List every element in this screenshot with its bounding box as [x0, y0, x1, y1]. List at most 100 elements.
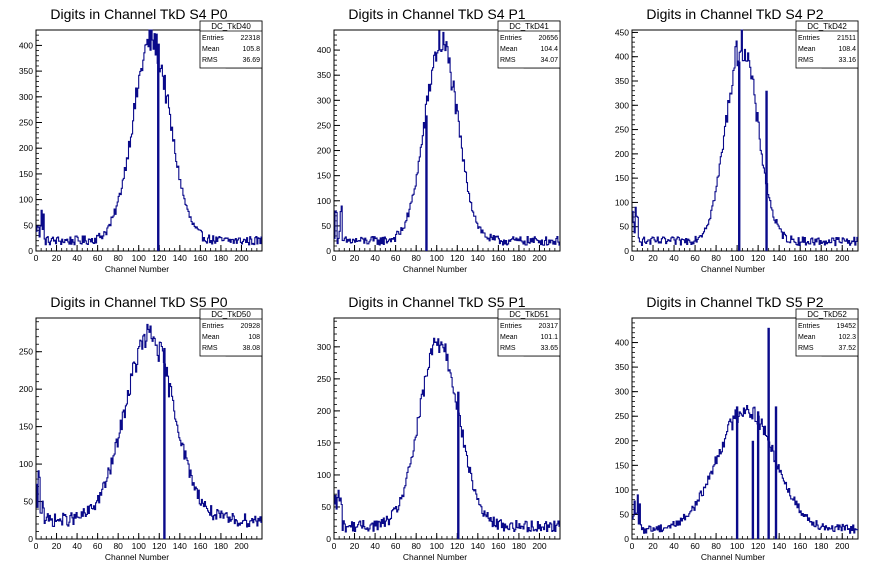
histogram-spike: [457, 391, 460, 539]
y-tick-label: 100: [615, 485, 629, 495]
stats-box: [199, 20, 263, 69]
stats-value-rms: 33.65: [540, 345, 558, 352]
y-zero-label: 0: [326, 534, 331, 544]
stats-box: [795, 20, 859, 69]
y-tick-label: 50: [620, 509, 630, 519]
histogram-panel-3: Digits in Channel TkD S5 P0 0 20 40 60 80 100 1…: [19, 294, 263, 562]
x-tick-label: 0: [34, 253, 39, 263]
chart-title: Digits in Channel TkD S5 P0: [50, 294, 227, 310]
x-tick-label: 200: [532, 541, 546, 551]
y-tick-label: 200: [19, 384, 33, 394]
stats-name: DC_TkD42: [807, 22, 847, 31]
y-zero-label: 0: [28, 534, 33, 544]
histogram-spike: [751, 440, 755, 539]
x-tick-label: 100: [730, 253, 744, 263]
histogram-line: [632, 405, 858, 534]
x-axis-label: Channel Number: [403, 264, 467, 274]
x-tick-label: 0: [630, 541, 635, 551]
x-tick-label: 180: [214, 541, 228, 551]
histogram-spike: [765, 90, 768, 251]
x-tick-label: 180: [512, 541, 526, 551]
y-tick-label: 100: [615, 197, 629, 207]
x-tick-label: 20: [52, 253, 62, 263]
x-tick-label: 100: [430, 253, 444, 263]
x-tick-label: 200: [835, 541, 849, 551]
stats-key: Entries: [798, 35, 820, 42]
x-tick-label: 100: [430, 541, 444, 551]
stats-value-entries: 22318: [241, 35, 261, 42]
y-tick-label: 250: [317, 374, 331, 384]
y-tick-label: 50: [24, 497, 34, 507]
y-tick-label: 300: [19, 92, 33, 102]
x-tick-label: 140: [173, 541, 187, 551]
y-tick-label: 200: [317, 406, 331, 416]
x-tick-label: 180: [214, 253, 228, 263]
x-tick-label: 0: [630, 253, 635, 263]
x-tick-label: 140: [173, 253, 187, 263]
x-tick-label: 160: [793, 541, 807, 551]
histogram-spike: [767, 327, 770, 539]
y-tick-label: 200: [615, 436, 629, 446]
y-tick-label: 200: [615, 149, 629, 159]
x-tick-label: 180: [512, 253, 526, 263]
stats-value-mean: 108: [248, 334, 260, 341]
y-tick-label: 50: [322, 221, 332, 231]
histogram-panel-1: Digits in Channel TkD S4 P1 0 20 40 60 80 100 1…: [317, 6, 561, 274]
histogram-spike: [774, 406, 778, 539]
x-tick-label: 180: [814, 253, 828, 263]
y-tick-label: 350: [19, 66, 33, 76]
stats-key: RMS: [798, 345, 814, 352]
stats-value-mean: 105.8: [242, 46, 260, 53]
y-zero-label: 0: [624, 246, 629, 256]
y-tick-label: 250: [615, 125, 629, 135]
x-tick-label: 20: [648, 253, 658, 263]
y-tick-label: 250: [19, 347, 33, 357]
x-tick-label: 140: [471, 541, 485, 551]
stats-key: RMS: [798, 57, 814, 64]
histogram-line: [334, 30, 560, 246]
stats-key: Mean: [798, 334, 816, 341]
x-tick-label: 40: [72, 541, 82, 551]
x-tick-label: 100: [730, 541, 744, 551]
x-tick-label: 120: [152, 541, 166, 551]
x-tick-label: 140: [772, 541, 786, 551]
y-tick-label: 150: [19, 422, 33, 432]
stats-value-rms: 33.16: [838, 57, 856, 64]
x-tick-label: 160: [193, 253, 207, 263]
stats-key: Entries: [500, 323, 522, 330]
y-tick-label: 150: [615, 460, 629, 470]
y-tick-label: 450: [615, 27, 629, 37]
histogram-spike: [157, 50, 160, 252]
x-tick-label: 60: [391, 253, 401, 263]
x-tick-label: 160: [193, 541, 207, 551]
x-tick-label: 20: [350, 541, 360, 551]
x-tick-label: 100: [132, 253, 146, 263]
chart-title: Digits in Channel TkD S4 P1: [348, 6, 525, 22]
y-tick-label: 400: [317, 45, 331, 55]
histogram-line: [334, 337, 560, 533]
x-axis-label: Channel Number: [105, 552, 169, 562]
y-tick-label: 300: [615, 100, 629, 110]
x-tick-label: 20: [350, 253, 360, 263]
stats-key: Entries: [500, 35, 522, 42]
chart-title: Digits in Channel TkD S4 P2: [646, 6, 823, 22]
y-tick-label: 100: [317, 196, 331, 206]
stats-key: Mean: [500, 334, 518, 341]
y-zero-label: 0: [28, 246, 33, 256]
x-tick-label: 20: [52, 541, 62, 551]
stats-value-entries: 20656: [539, 35, 559, 42]
stats-key: RMS: [500, 57, 516, 64]
y-tick-label: 250: [317, 120, 331, 130]
x-tick-label: 80: [411, 541, 421, 551]
stats-value-rms: 38.08: [242, 345, 260, 352]
x-tick-label: 40: [669, 253, 679, 263]
histogram-spike: [163, 347, 166, 539]
stats-key: Mean: [500, 46, 518, 53]
x-tick-label: 40: [370, 541, 380, 551]
plot-frame: [631, 29, 859, 252]
stats-value-mean: 104.4: [540, 46, 558, 53]
stats-value-rms: 34.07: [540, 57, 558, 64]
plot-frame: [631, 317, 859, 540]
histogram-panel-4: Digits in Channel TkD S5 P1 0 20 40 60 80 100 1…: [317, 294, 561, 562]
x-tick-label: 200: [532, 253, 546, 263]
